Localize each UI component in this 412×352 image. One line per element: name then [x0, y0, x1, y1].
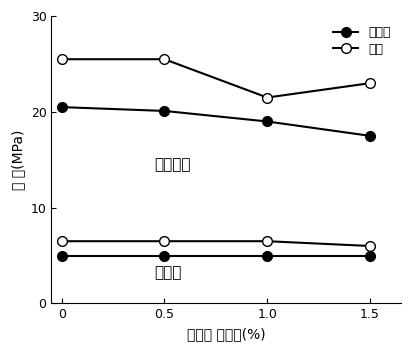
- Y-axis label: 강 도(MPa): 강 도(MPa): [11, 130, 25, 190]
- 표준사: [59, 105, 64, 109]
- 규사: [59, 57, 64, 61]
- Line: 규사: 규사: [57, 54, 375, 102]
- Line: 표준사: 표준사: [57, 102, 375, 141]
- Legend: 표준사, 규사: 표준사, 규사: [330, 23, 395, 59]
- 규사: [162, 57, 167, 61]
- 표준사: [162, 109, 167, 113]
- 규사: [265, 95, 270, 100]
- 표준사: [368, 134, 372, 138]
- X-axis label: 항균제 첨가율(%): 항균제 첨가율(%): [187, 327, 265, 341]
- Text: 압축강도: 압축강도: [154, 157, 191, 172]
- 규사: [368, 81, 372, 85]
- Text: 휨강도: 휨강도: [154, 265, 182, 280]
- 표준사: [265, 119, 270, 124]
